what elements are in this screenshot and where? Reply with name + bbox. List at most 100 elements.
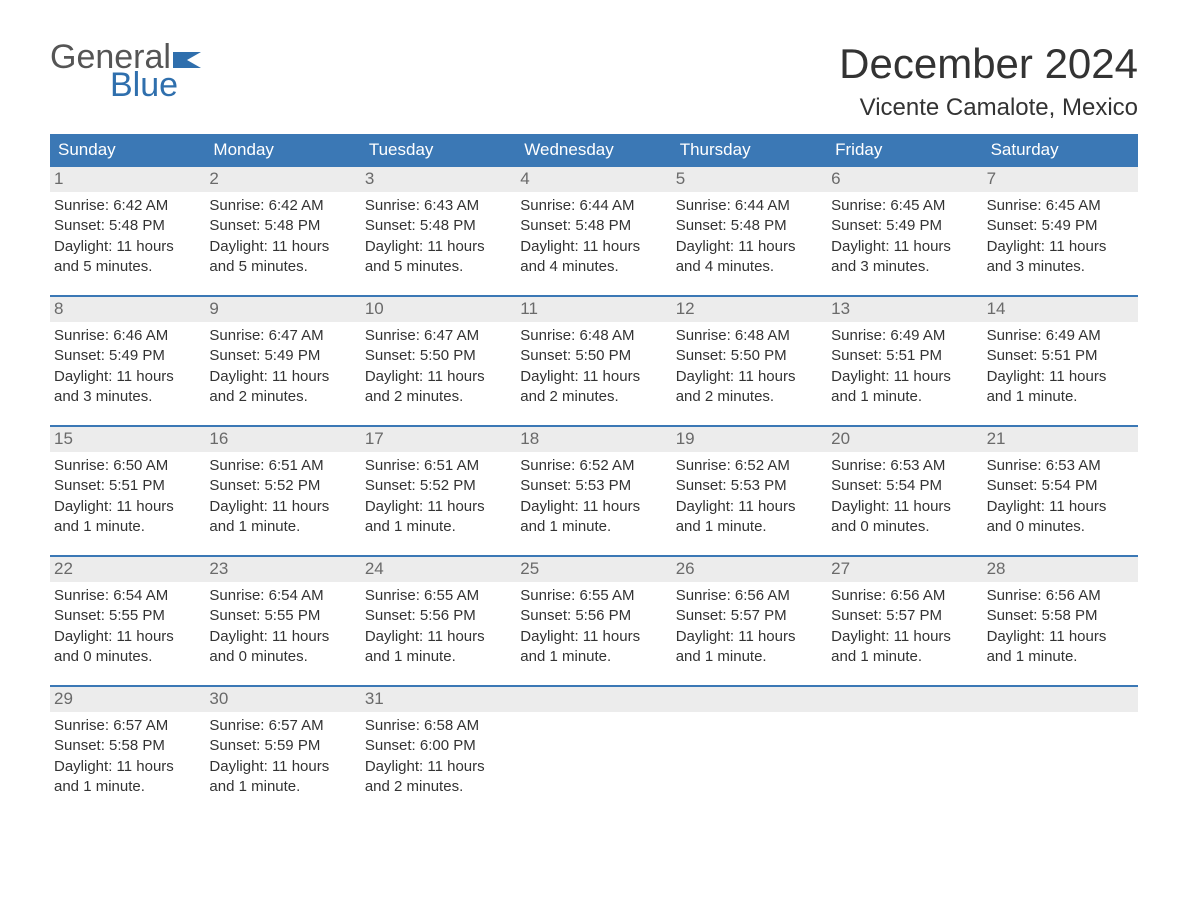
day-detail-line: Daylight: 11 hours — [54, 367, 201, 387]
day-cell: 26Sunrise: 6:56 AMSunset: 5:57 PMDayligh… — [672, 557, 827, 667]
day-details: Sunrise: 6:57 AMSunset: 5:58 PMDaylight:… — [54, 712, 201, 797]
day-detail-line: Sunrise: 6:54 AM — [54, 586, 201, 606]
day-detail-line: Sunrise: 6:48 AM — [676, 326, 823, 346]
day-detail-line: Daylight: 11 hours — [520, 367, 667, 387]
day-header: Friday — [827, 134, 982, 167]
day-number: 11 — [516, 297, 671, 322]
day-detail-line: Sunrise: 6:56 AM — [831, 586, 978, 606]
day-details: Sunrise: 6:45 AMSunset: 5:49 PMDaylight:… — [831, 192, 978, 277]
day-detail-line: Daylight: 11 hours — [209, 497, 356, 517]
day-header: Monday — [205, 134, 360, 167]
day-detail-line: Sunrise: 6:50 AM — [54, 456, 201, 476]
day-cell: 29Sunrise: 6:57 AMSunset: 5:58 PMDayligh… — [50, 687, 205, 797]
page-header: General Blue December 2024 Vicente Camal… — [50, 40, 1138, 122]
day-detail-line: Sunset: 5:50 PM — [520, 346, 667, 366]
day-detail-line: and 1 minute. — [987, 647, 1134, 667]
day-detail-line: Sunset: 5:55 PM — [54, 606, 201, 626]
day-detail-line: and 1 minute. — [831, 387, 978, 407]
day-details: Sunrise: 6:49 AMSunset: 5:51 PMDaylight:… — [831, 322, 978, 407]
day-detail-line: Daylight: 11 hours — [520, 627, 667, 647]
day-detail-line: Sunrise: 6:47 AM — [365, 326, 512, 346]
day-detail-line: and 0 minutes. — [54, 647, 201, 667]
day-detail-line: and 0 minutes. — [987, 517, 1134, 537]
day-details: Sunrise: 6:58 AMSunset: 6:00 PMDaylight:… — [365, 712, 512, 797]
day-detail-line: Daylight: 11 hours — [209, 237, 356, 257]
month-title: December 2024 — [839, 40, 1138, 88]
day-number: 5 — [672, 167, 827, 192]
day-cell: 8Sunrise: 6:46 AMSunset: 5:49 PMDaylight… — [50, 297, 205, 407]
day-detail-line: and 2 minutes. — [520, 387, 667, 407]
location-subtitle: Vicente Camalote, Mexico — [839, 94, 1138, 122]
day-detail-line: Daylight: 11 hours — [209, 367, 356, 387]
day-details: Sunrise: 6:56 AMSunset: 5:58 PMDaylight:… — [987, 582, 1134, 667]
day-detail-line: Daylight: 11 hours — [987, 237, 1134, 257]
day-detail-line: Sunset: 5:58 PM — [54, 736, 201, 756]
day-detail-line: and 1 minute. — [209, 517, 356, 537]
day-detail-line: Daylight: 11 hours — [365, 367, 512, 387]
day-detail-line: Daylight: 11 hours — [987, 627, 1134, 647]
day-detail-line: Daylight: 11 hours — [209, 757, 356, 777]
day-detail-line: Sunrise: 6:49 AM — [831, 326, 978, 346]
day-cell: 11Sunrise: 6:48 AMSunset: 5:50 PMDayligh… — [516, 297, 671, 407]
day-detail-line: Sunrise: 6:51 AM — [365, 456, 512, 476]
day-detail-line: Sunset: 5:51 PM — [987, 346, 1134, 366]
day-header: Sunday — [50, 134, 205, 167]
day-detail-line: Sunset: 5:57 PM — [676, 606, 823, 626]
day-details: Sunrise: 6:44 AMSunset: 5:48 PMDaylight:… — [676, 192, 823, 277]
day-cell: 27Sunrise: 6:56 AMSunset: 5:57 PMDayligh… — [827, 557, 982, 667]
day-detail-line: Sunset: 5:58 PM — [987, 606, 1134, 626]
day-number: 31 — [361, 687, 516, 712]
day-cell: 14Sunrise: 6:49 AMSunset: 5:51 PMDayligh… — [983, 297, 1138, 407]
day-cell: 30Sunrise: 6:57 AMSunset: 5:59 PMDayligh… — [205, 687, 360, 797]
day-details: Sunrise: 6:50 AMSunset: 5:51 PMDaylight:… — [54, 452, 201, 537]
day-details: Sunrise: 6:53 AMSunset: 5:54 PMDaylight:… — [987, 452, 1134, 537]
day-number: 30 — [205, 687, 360, 712]
day-detail-line: Daylight: 11 hours — [676, 237, 823, 257]
day-detail-line: and 1 minute. — [520, 647, 667, 667]
day-number: 7 — [983, 167, 1138, 192]
day-cell: 2Sunrise: 6:42 AMSunset: 5:48 PMDaylight… — [205, 167, 360, 277]
day-detail-line: and 2 minutes. — [209, 387, 356, 407]
day-number: 15 — [50, 427, 205, 452]
day-detail-line: and 1 minute. — [365, 517, 512, 537]
day-detail-line: Sunset: 5:49 PM — [987, 216, 1134, 236]
day-detail-line: Sunset: 5:48 PM — [54, 216, 201, 236]
day-detail-line: and 1 minute. — [676, 517, 823, 537]
day-detail-line: Sunset: 5:49 PM — [831, 216, 978, 236]
day-detail-line: and 3 minutes. — [54, 387, 201, 407]
day-cell: 5Sunrise: 6:44 AMSunset: 5:48 PMDaylight… — [672, 167, 827, 277]
day-number: 10 — [361, 297, 516, 322]
day-detail-line: Daylight: 11 hours — [365, 237, 512, 257]
day-cell: 19Sunrise: 6:52 AMSunset: 5:53 PMDayligh… — [672, 427, 827, 537]
day-detail-line: Sunset: 5:53 PM — [520, 476, 667, 496]
day-detail-line: and 1 minute. — [54, 517, 201, 537]
day-detail-line: Daylight: 11 hours — [209, 627, 356, 647]
day-cell — [827, 687, 982, 797]
day-detail-line: Daylight: 11 hours — [54, 757, 201, 777]
day-cell: 4Sunrise: 6:44 AMSunset: 5:48 PMDaylight… — [516, 167, 671, 277]
day-number: 23 — [205, 557, 360, 582]
day-header: Saturday — [983, 134, 1138, 167]
day-detail-line: Daylight: 11 hours — [54, 497, 201, 517]
day-detail-line: Sunset: 6:00 PM — [365, 736, 512, 756]
day-detail-line: and 1 minute. — [831, 647, 978, 667]
day-detail-line: Sunset: 5:49 PM — [209, 346, 356, 366]
day-cell: 17Sunrise: 6:51 AMSunset: 5:52 PMDayligh… — [361, 427, 516, 537]
day-detail-line: Sunset: 5:55 PM — [209, 606, 356, 626]
day-detail-line: Daylight: 11 hours — [365, 627, 512, 647]
day-number: 28 — [983, 557, 1138, 582]
day-details: Sunrise: 6:48 AMSunset: 5:50 PMDaylight:… — [676, 322, 823, 407]
day-number: 14 — [983, 297, 1138, 322]
day-detail-line: Sunset: 5:48 PM — [365, 216, 512, 236]
day-detail-line: and 2 minutes. — [365, 777, 512, 797]
day-detail-line: and 1 minute. — [520, 517, 667, 537]
day-detail-line: Sunset: 5:49 PM — [54, 346, 201, 366]
day-detail-line: Sunrise: 6:49 AM — [987, 326, 1134, 346]
day-details: Sunrise: 6:56 AMSunset: 5:57 PMDaylight:… — [676, 582, 823, 667]
day-details: Sunrise: 6:48 AMSunset: 5:50 PMDaylight:… — [520, 322, 667, 407]
day-details: Sunrise: 6:55 AMSunset: 5:56 PMDaylight:… — [520, 582, 667, 667]
day-detail-line: Sunset: 5:52 PM — [365, 476, 512, 496]
day-detail-line: and 1 minute. — [54, 777, 201, 797]
day-detail-line: Sunrise: 6:57 AM — [209, 716, 356, 736]
day-cell: 10Sunrise: 6:47 AMSunset: 5:50 PMDayligh… — [361, 297, 516, 407]
